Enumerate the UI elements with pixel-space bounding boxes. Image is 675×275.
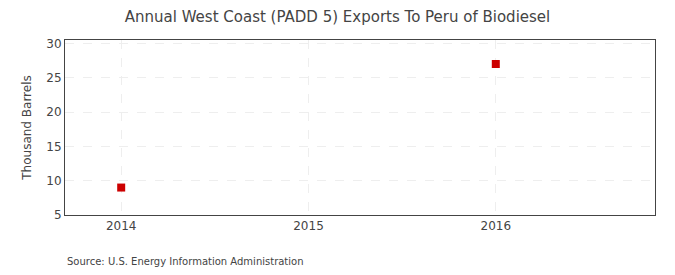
svg-text:25: 25: [46, 71, 61, 85]
svg-text:10: 10: [46, 174, 61, 188]
svg-text:2015: 2015: [293, 219, 324, 233]
svg-text:Source: U.S. Energy Informatio: Source: U.S. Energy Information Administ…: [67, 256, 304, 267]
svg-text:2014: 2014: [106, 219, 137, 233]
svg-text:2016: 2016: [481, 219, 512, 233]
svg-text:5: 5: [54, 208, 62, 222]
svg-text:Annual West Coast (PADD 5) Exp: Annual West Coast (PADD 5) Exports To Pe…: [125, 8, 551, 26]
svg-text:30: 30: [46, 37, 61, 51]
svg-text:15: 15: [46, 140, 61, 154]
svg-text:Thousand Barrels: Thousand Barrels: [20, 75, 34, 180]
svg-text:20: 20: [46, 105, 61, 119]
